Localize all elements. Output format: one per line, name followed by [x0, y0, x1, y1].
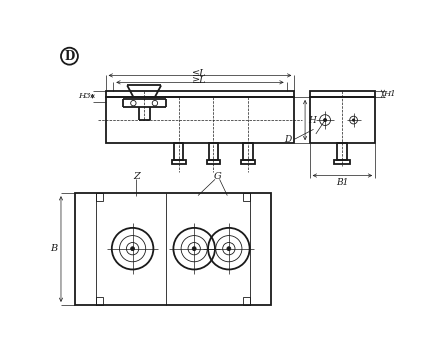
Text: H: H [308, 116, 316, 125]
Bar [310, 91, 375, 97]
Circle shape [352, 119, 355, 121]
Circle shape [227, 247, 231, 251]
Bar [337, 143, 347, 160]
Bar [75, 193, 271, 305]
Bar [243, 193, 250, 201]
Bar [241, 160, 255, 164]
Circle shape [131, 247, 135, 251]
Bar [334, 160, 350, 164]
Bar [106, 97, 294, 143]
Bar [209, 143, 218, 160]
Text: H3: H3 [78, 92, 91, 100]
Text: H1: H1 [383, 90, 395, 98]
Bar [243, 143, 253, 160]
Text: Z: Z [133, 172, 140, 181]
Text: ≥L: ≥L [192, 76, 207, 85]
Bar [172, 160, 186, 164]
Circle shape [192, 247, 196, 251]
Text: B1: B1 [336, 178, 348, 187]
Bar [96, 193, 102, 201]
Circle shape [324, 118, 327, 122]
Bar [243, 297, 250, 305]
Bar [207, 160, 220, 164]
Text: D: D [285, 135, 292, 144]
Bar [174, 143, 184, 160]
Text: D: D [65, 50, 75, 63]
Bar [310, 97, 375, 143]
Text: B: B [51, 244, 58, 253]
Bar [106, 91, 294, 97]
Text: ≤L: ≤L [192, 69, 207, 78]
Text: G: G [213, 172, 221, 181]
Bar [96, 297, 102, 305]
